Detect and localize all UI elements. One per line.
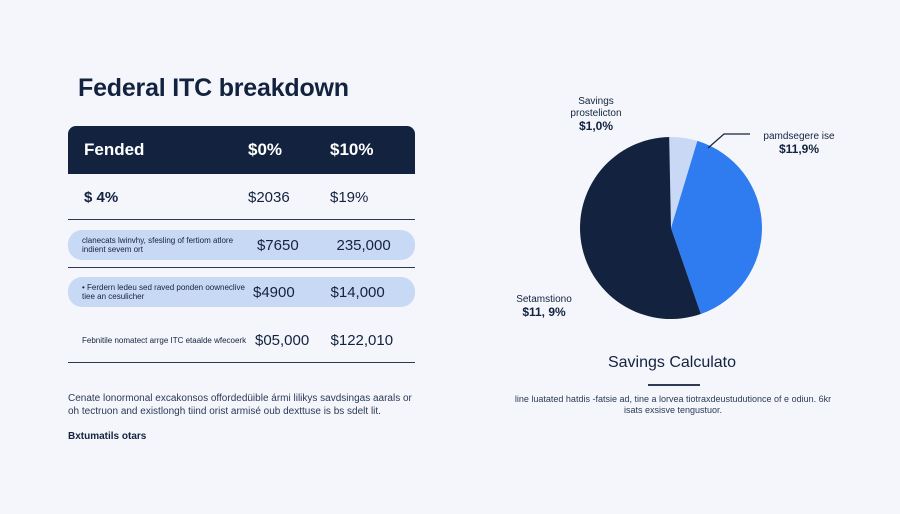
row-value-col2: $122,010 bbox=[330, 331, 394, 349]
table-row: Febnitile nomatect arrge ITC etaalde wfe… bbox=[68, 318, 415, 363]
pie-label-setamstiono: Setamstiono $11, 9% bbox=[502, 294, 586, 318]
row-divider bbox=[68, 260, 415, 268]
row-label: clanecats lwinvhy, sfesling of fertiom a… bbox=[82, 236, 234, 254]
row-value-col1: $7650 bbox=[256, 236, 299, 254]
row-value-col2: $14,000 bbox=[330, 283, 385, 301]
pie-slice-3 bbox=[580, 137, 701, 320]
pie-label-name: pamdsegere ise bbox=[763, 131, 835, 142]
header-cell-label: Fended bbox=[84, 140, 145, 159]
pie-label-name: Savings prostelicton bbox=[570, 96, 622, 119]
row-value-col2: $19% bbox=[330, 189, 369, 206]
leader-line bbox=[707, 133, 750, 149]
page-title: Federal ITC breakdown bbox=[78, 74, 349, 102]
footer-label: Bxtumatils otars bbox=[68, 431, 147, 442]
itc-table: Fended $0% $10% $ 4% $2036 $19% clanecat… bbox=[68, 126, 415, 363]
row-label: Febnitile nomatect arrge ITC etaalde wfe… bbox=[82, 335, 247, 345]
calculator-description: line luatated hatdis -fatsie ad, tine a … bbox=[514, 394, 832, 415]
calculator-title: Savings Calculato bbox=[607, 354, 737, 371]
pie-chart bbox=[580, 133, 763, 320]
row-value-col1: $4900 bbox=[252, 283, 295, 301]
row-label: $ 4% bbox=[84, 189, 119, 206]
row-label: • Ferdern ledeu sed raved ponden oownecl… bbox=[82, 283, 245, 301]
table-row: • Ferdern ledeu sed raved ponden oownecl… bbox=[68, 277, 415, 307]
calculator-divider bbox=[648, 384, 700, 386]
pie-label-savings: Savings prostelicton $1,0% bbox=[556, 96, 636, 132]
pie-label-value: $11,9% bbox=[778, 142, 820, 156]
pie-label-pamdsegere: pamdsegere ise $11,9% bbox=[754, 131, 844, 155]
pie-label-value: $11, 9% bbox=[522, 305, 566, 319]
row-value-col1: $2036 bbox=[248, 189, 290, 206]
pie-label-value: $1,0% bbox=[578, 119, 614, 133]
row-value-col1: $05,000 bbox=[254, 331, 310, 349]
pie-slice-1 bbox=[669, 137, 698, 228]
table-note: Cenate lonormonal excakonsos offordedüib… bbox=[68, 393, 412, 417]
header-cell-col2: $10% bbox=[330, 140, 374, 159]
pie-slice-2 bbox=[671, 140, 763, 314]
table-row: $ 4% $2036 $19% bbox=[68, 176, 415, 220]
pie-slices bbox=[580, 137, 763, 320]
table-row: clanecats lwinvhy, sfesling of fertiom a… bbox=[68, 230, 415, 260]
header-cell-col1: $0% bbox=[248, 140, 283, 159]
pie-label-name: Setamstiono bbox=[516, 294, 572, 305]
table-header: Fended $0% $10% bbox=[68, 126, 415, 174]
row-value-col2: 235,000 bbox=[336, 236, 391, 254]
